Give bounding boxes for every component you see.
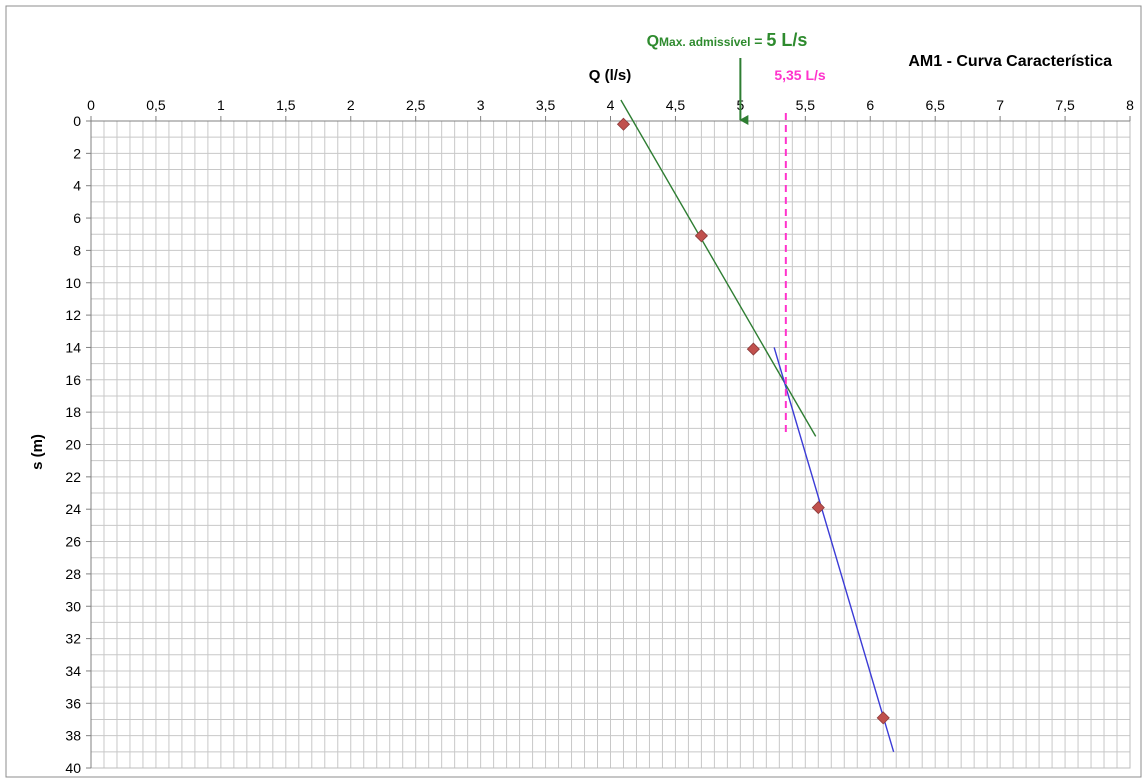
y-tick-label: 10 <box>65 275 81 291</box>
x-tick-label: 8 <box>1126 97 1134 113</box>
y-tick-label: 40 <box>65 760 81 776</box>
y-tick-label: 14 <box>65 339 81 355</box>
qmax-suffix: = <box>750 33 766 49</box>
y-tick-label: 20 <box>65 437 81 453</box>
y-tick-label: 0 <box>73 113 81 129</box>
y-tick-label: 38 <box>65 728 81 744</box>
y-tick-label: 30 <box>65 598 81 614</box>
y-tick-label: 2 <box>73 145 81 161</box>
y-tick-label: 4 <box>73 178 81 194</box>
y-tick-label: 24 <box>65 501 81 517</box>
y-tick-label: 36 <box>65 695 81 711</box>
chart-title: AM1 - Curva Característica <box>908 53 1112 70</box>
y-tick-label: 16 <box>65 372 81 388</box>
x-tick-label: 0,5 <box>146 97 166 113</box>
data-point <box>876 711 890 725</box>
y-tick-label: 28 <box>65 566 81 582</box>
qmax-value: 5 L/s <box>766 30 807 50</box>
x-tick-label: 7,5 <box>1055 97 1075 113</box>
x-tick-label: 1,5 <box>276 97 296 113</box>
x-tick-label: 2 <box>347 97 355 113</box>
y-tick-label: 18 <box>65 404 81 420</box>
x-tick-label: 5,5 <box>796 97 816 113</box>
y-tick-label: 12 <box>65 307 81 323</box>
x-tick-label: 4 <box>607 97 615 113</box>
qmax-prefix: Q <box>647 33 659 50</box>
trendlines <box>620 99 895 753</box>
y-tick-label: 32 <box>65 631 81 647</box>
qmax-subscript: Max. admissível <box>659 35 750 49</box>
y-tick-label: 22 <box>65 469 81 485</box>
y-tick-label: 26 <box>65 534 81 550</box>
x-tick-label: 4,5 <box>666 97 686 113</box>
data-points <box>616 117 890 725</box>
y-tick-label: 6 <box>73 210 81 226</box>
qmax-annotation: QMax. admissível = 5 L/s <box>647 30 808 50</box>
x-tick-label: 1 <box>217 97 225 113</box>
tick-labels: 00,511,522,533,544,555,566,577,580246810… <box>65 97 1134 776</box>
x-tick-label: 6 <box>866 97 874 113</box>
x-tick-label: 3,5 <box>536 97 556 113</box>
x-tick-label: 6,5 <box>925 97 945 113</box>
x-tick-label: 3 <box>477 97 485 113</box>
axes <box>86 116 1131 769</box>
y-axis-label: s (m) <box>29 434 46 470</box>
grid <box>90 120 1131 769</box>
annotations <box>739 58 787 437</box>
data-point <box>694 229 708 243</box>
data-point <box>811 501 825 515</box>
data-point <box>746 342 760 356</box>
x-axis-label: Q (l/s) <box>589 67 632 84</box>
x-tick-label: 0 <box>87 97 95 113</box>
chart-border <box>5 5 1142 778</box>
y-tick-label: 34 <box>65 663 81 679</box>
x-tick-label: 7 <box>996 97 1004 113</box>
y-tick-label: 8 <box>73 242 81 258</box>
intersection-label: 5,35 L/s <box>774 67 826 83</box>
trendline-2 <box>773 347 895 753</box>
x-tick-label: 2,5 <box>406 97 426 113</box>
data-point <box>616 117 631 131</box>
